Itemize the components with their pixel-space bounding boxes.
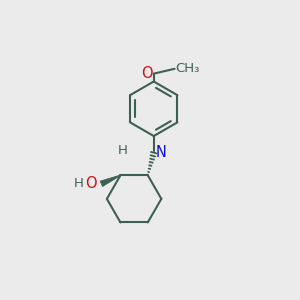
Text: N: N — [155, 145, 166, 160]
Text: H: H — [117, 144, 127, 157]
Text: O: O — [141, 66, 152, 81]
Text: H: H — [74, 177, 83, 190]
Text: CH₃: CH₃ — [176, 62, 200, 75]
Polygon shape — [100, 175, 121, 187]
Text: O: O — [85, 176, 97, 191]
